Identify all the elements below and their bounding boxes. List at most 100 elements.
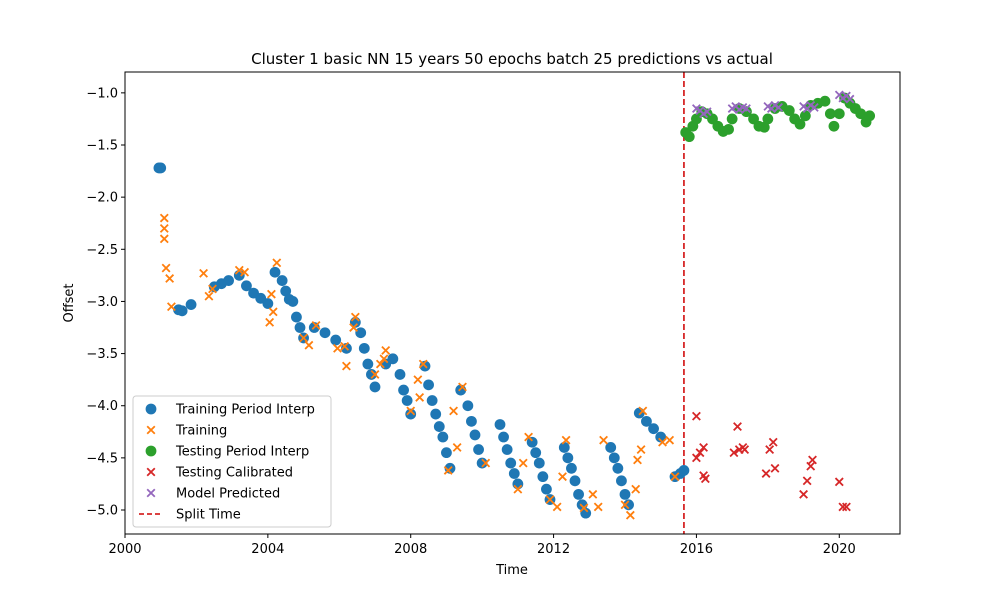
- training-point: [413, 375, 423, 385]
- testing-calibrated-point: [841, 502, 851, 512]
- legend-item-training: Training: [146, 424, 227, 439]
- training-period-interp-point: [623, 499, 634, 511]
- testing-calibrated-point: [765, 445, 775, 454]
- training-point: [658, 437, 667, 447]
- training-point: [588, 489, 598, 499]
- training-period-interp-point: [655, 431, 667, 443]
- training-period-interp-point: [287, 296, 299, 307]
- training-point: [599, 435, 609, 445]
- training-point: [670, 472, 680, 482]
- legend-label: Testing Calibrated: [175, 466, 293, 481]
- training-point: [631, 484, 641, 494]
- testing-period-interp-point: [726, 113, 738, 125]
- testing-calibrated-point: [802, 476, 812, 486]
- training-point: [265, 317, 275, 327]
- testing-calibrated-point: [691, 453, 701, 463]
- training-point: [449, 406, 459, 416]
- training-period-interp-point: [466, 415, 477, 427]
- training-period-interp-point: [569, 475, 581, 487]
- testing-period-interp-point: [855, 108, 867, 120]
- testing-calibrated-point: [740, 445, 750, 454]
- training-period-interp-point: [494, 419, 506, 430]
- y-tick-label: −4.5: [86, 451, 118, 466]
- training-point: [633, 455, 642, 465]
- legend-swatch: [146, 467, 156, 477]
- training-period-interp-point: [580, 507, 592, 519]
- training-point: [266, 289, 276, 299]
- testing-period-interp-point: [762, 113, 774, 125]
- training-point: [333, 343, 342, 353]
- testing-calibrated-point: [799, 489, 809, 499]
- training-period-interp-point: [616, 475, 627, 487]
- training-point: [272, 258, 282, 268]
- training-point: [636, 445, 646, 454]
- model-predicted-point: [741, 104, 751, 113]
- legend-label: Model Predicted: [176, 487, 280, 502]
- training-period-interp-point: [476, 457, 488, 469]
- testing-calibrated-series: [691, 411, 851, 512]
- legend-item-training-period-interp: Training Period Interp: [145, 403, 315, 418]
- model-predicted-point: [774, 103, 784, 112]
- y-tick-label: −1.5: [86, 139, 118, 154]
- training-period-interp-point: [501, 444, 513, 455]
- training-period-interp-point: [398, 384, 409, 396]
- training-period-interp-point: [330, 334, 342, 346]
- chart-title: Cluster 1 basic NN 15 years 50 epochs ba…: [251, 50, 773, 68]
- y-tick-label: −3.0: [86, 295, 118, 310]
- training-point: [665, 435, 675, 445]
- training-period-interp-point: [294, 322, 306, 333]
- training-period-interp-point: [433, 421, 445, 432]
- y-tick-label: −2.5: [86, 243, 118, 258]
- legend-label: Training Period Interp: [175, 403, 315, 418]
- training-period-interp-point: [678, 464, 690, 476]
- training-point: [443, 465, 453, 475]
- training-period-interp-point: [276, 275, 288, 286]
- x-tick-label: 2016: [680, 542, 713, 557]
- x-tick-label: 2012: [537, 542, 570, 557]
- training-period-interp-point: [608, 452, 620, 464]
- training-point: [545, 495, 555, 505]
- training-point: [518, 458, 528, 468]
- testing-calibrated-point: [806, 461, 816, 471]
- testing-calibrated-point: [808, 455, 817, 465]
- training-point: [161, 263, 171, 273]
- training-point: [350, 312, 360, 322]
- training-period-interp-point: [473, 444, 484, 455]
- training-point: [268, 307, 278, 317]
- x-tick-label: 2000: [108, 542, 141, 557]
- training-period-interp-point: [362, 358, 374, 370]
- training-period-interp-point: [176, 305, 188, 317]
- x-axis: 2000 2004 2008 2012 2016 2020: [108, 534, 856, 557]
- training-period-interp-point: [319, 327, 331, 339]
- y-tick-label: −5.0: [86, 504, 118, 519]
- model-predicted-point: [702, 107, 712, 117]
- testing-calibrated-point: [761, 469, 771, 478]
- training-point: [234, 265, 244, 275]
- legend-item-testing-period-interp: Testing Period Interp: [145, 445, 309, 460]
- training-point: [370, 370, 380, 379]
- training-point: [620, 500, 630, 510]
- training-period-interp-point: [498, 431, 509, 443]
- testing-calibrated-point: [699, 443, 709, 452]
- training-period-interp-point: [619, 488, 631, 500]
- testing-period-interp-point: [864, 110, 876, 122]
- testing-period-interp-point: [799, 110, 811, 122]
- training-point: [481, 458, 491, 468]
- y-tick-label: −3.5: [86, 347, 118, 362]
- testing-period-interp-point: [783, 105, 795, 116]
- training-point: [452, 443, 462, 452]
- training-period-interp-point: [530, 447, 542, 459]
- training-period-interp-point: [633, 407, 645, 419]
- training-period-interp-point: [394, 369, 406, 380]
- testing-calibrated-point: [700, 474, 710, 484]
- legend-item-model-predicted: Model Predicted: [146, 487, 280, 502]
- training-period-interp-point: [387, 353, 399, 365]
- legend-swatch: [145, 445, 157, 457]
- training-point: [165, 274, 175, 283]
- training-point: [381, 346, 391, 355]
- testing-period-interp-point: [824, 108, 836, 120]
- training-period-interp-point: [562, 452, 574, 464]
- training-point: [311, 320, 321, 330]
- training-point: [208, 284, 217, 294]
